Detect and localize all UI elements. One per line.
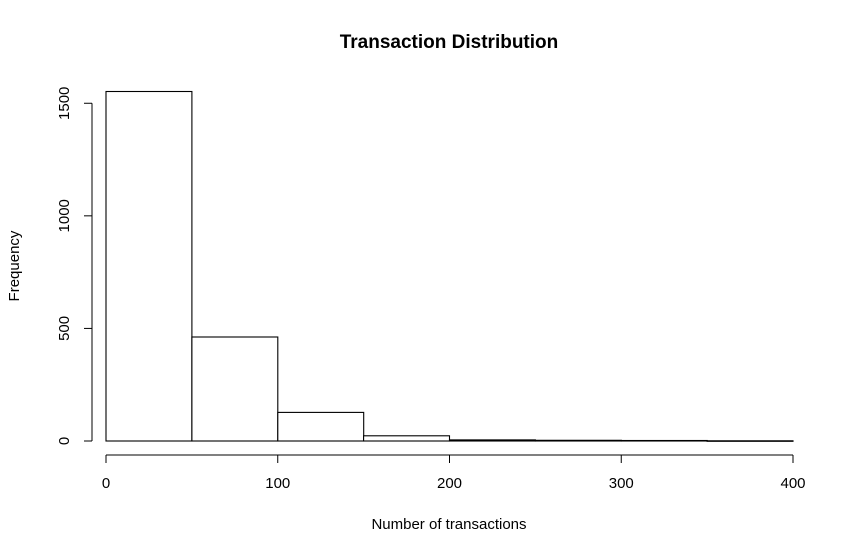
x-tick-label: 300	[609, 475, 634, 492]
histogram-bar-5	[534, 439, 622, 442]
y-tick-label: 500	[56, 316, 73, 341]
x-tick-label: 0	[102, 475, 110, 492]
chart-title: Transaction Distribution	[340, 32, 559, 53]
x-axis-label: Number of transactions	[371, 516, 526, 533]
y-tick-label: 1500	[56, 87, 73, 120]
x-tick-label: 400	[780, 475, 805, 492]
y-tick-label: 0	[56, 437, 73, 445]
histogram-bar-4	[448, 439, 536, 442]
histogram-bar-2	[277, 411, 365, 442]
y-tick-label: 1000	[56, 199, 73, 232]
y-axis-label: Frequency	[6, 230, 23, 301]
histogram-bar-1	[191, 336, 279, 442]
x-axis: 0 100 200 300 400	[102, 454, 806, 492]
x-tick-label: 200	[437, 475, 462, 492]
histogram-bar-7	[706, 440, 794, 442]
x-tick-label: 100	[265, 475, 290, 492]
histogram-bar-0	[105, 90, 193, 442]
histogram-bar-6	[620, 439, 708, 442]
y-axis: 0 500 1000 1500	[56, 87, 93, 445]
histogram-bars	[105, 90, 794, 442]
histogram-bar-3	[363, 435, 451, 442]
